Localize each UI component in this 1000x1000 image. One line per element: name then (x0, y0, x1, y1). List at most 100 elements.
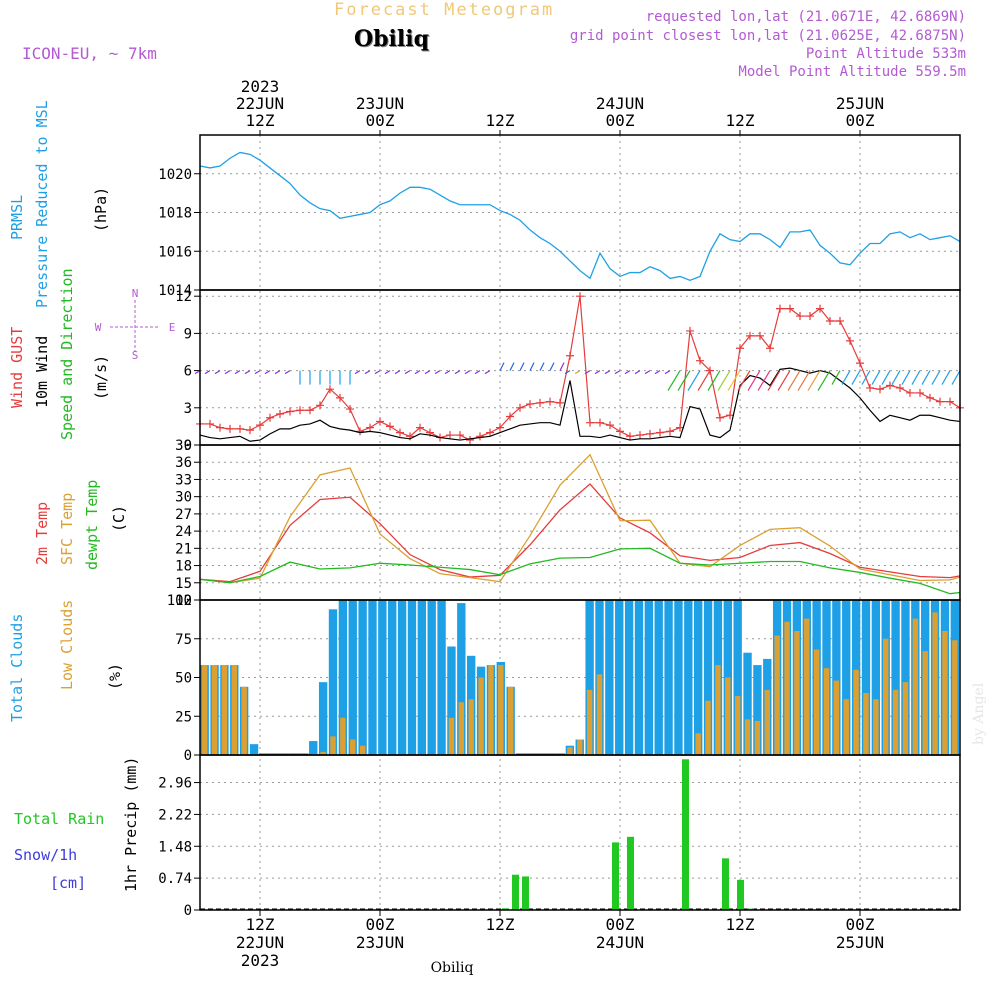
y-tick-label: 100 (167, 593, 192, 609)
wind-direction-arrow (727, 370, 741, 391)
compass-n-label: N (132, 287, 139, 300)
low-clouds-bar (734, 696, 741, 755)
x-tick-date-label: 22JUN (236, 933, 284, 952)
snow-units-label: [cm] (50, 874, 86, 892)
dewpt-temp-line (199, 547, 961, 595)
wind-speed-line (199, 367, 961, 442)
total-clouds-bar (684, 600, 693, 755)
low-clouds-bar (231, 665, 237, 755)
wind-gust-point (286, 407, 294, 416)
low-clouds-bar (892, 689, 899, 755)
total-clouds-bar (358, 600, 367, 755)
wind-gust-point (536, 398, 544, 407)
x-tick-date-label: 22JUN (236, 94, 284, 113)
wind-gust-point (276, 410, 284, 418)
wind-direction-arrow (851, 370, 861, 385)
panel-frame (199, 444, 961, 601)
wind-direction-arrow (624, 370, 631, 375)
total-clouds-bar (615, 600, 624, 755)
wind-direction-arrow (911, 370, 921, 385)
wind-gust-point (296, 406, 304, 415)
wind-gust-point (226, 424, 234, 433)
rain-legend-label: Total Rain (14, 810, 104, 828)
wind-direction-arrow (594, 370, 601, 375)
low-clouds-bar (715, 665, 721, 755)
y-tick-label: 21 (175, 541, 192, 557)
wind-direction-arrow (664, 370, 671, 375)
total-clouds-bar (674, 600, 683, 755)
compass-w-label: W (95, 321, 102, 334)
wind-direction-arrow (797, 370, 811, 391)
wind-direction-arrow (831, 370, 841, 385)
y-tick-label: 12 (175, 289, 192, 305)
low-clouds-bar (873, 699, 879, 755)
low-clouds-bar (902, 682, 909, 755)
wind-gust-point (616, 427, 624, 436)
wind-gust-point (896, 383, 904, 392)
wind-gust-point (486, 428, 494, 437)
wind-gust-point (936, 397, 944, 406)
wind-direction-arrow (284, 370, 291, 375)
total-clouds-bar (585, 600, 594, 755)
wind-direction-arrow (564, 370, 571, 375)
wind-gust-point (776, 304, 784, 313)
x-tick-date-label: 25JUN (836, 94, 884, 113)
wind-gust-point (866, 383, 874, 392)
total-clouds-bar (318, 682, 328, 755)
total-clouds-bar (901, 600, 910, 755)
low-clouds-bar (794, 631, 800, 755)
temp-2m-line (199, 483, 961, 583)
wind-direction-arrow (817, 370, 831, 391)
wind-gust-point (246, 426, 254, 435)
low-clouds-bar (468, 699, 474, 755)
y-tick-label: 0 (184, 903, 192, 919)
total-clouds-bar (624, 600, 634, 755)
total-clouds-bar (664, 600, 673, 755)
compass-e-label: E (169, 321, 176, 334)
low-clouds-bar (320, 751, 326, 755)
wind-direction-arrow (539, 362, 545, 371)
total-clouds-bar (378, 600, 387, 755)
total-clouds-bar (832, 600, 841, 755)
wind-direction-arrow (584, 370, 591, 375)
wind-gust-point (256, 421, 264, 430)
wind-direction-arrow (861, 370, 871, 385)
low-clouds-bar (211, 665, 218, 755)
wind-gust-point (556, 398, 564, 407)
low-clouds-bar (784, 621, 790, 755)
wind-direction-arrow (394, 370, 401, 375)
low-clouds-bar (883, 638, 889, 755)
wind-gust-point (236, 424, 244, 433)
low-clouds-bar (350, 739, 356, 755)
wind-gust-point (646, 429, 654, 438)
low-clouds-bar (577, 739, 583, 755)
total-clouds-bar (348, 600, 357, 755)
y-tick-label: 30 (175, 490, 192, 506)
wind-direction-arrow (634, 370, 641, 375)
wind-units-label: (m/s) (92, 355, 110, 400)
wind-direction-arrow (264, 370, 271, 375)
wind-direction-arrow (214, 370, 221, 375)
total-clouds-bar (309, 741, 318, 755)
wind-direction-arrow (574, 370, 581, 375)
total-clouds-bar (654, 600, 663, 755)
wind-direction-arrow (644, 370, 651, 375)
pressure-units-label: (hPa) (92, 187, 110, 232)
y-tick-label: 1018 (158, 206, 192, 222)
precip-ylabel: 1hr Precip (mm) (122, 757, 140, 892)
pressure-ylabel-2: Pressure Reduced to MSL (33, 100, 51, 308)
low-clouds-bar (695, 733, 701, 755)
wind-direction-arrow (509, 362, 515, 371)
wind-direction-arrow (787, 370, 801, 391)
rain-bar (612, 842, 619, 910)
temp-units-label: (C) (110, 505, 128, 532)
wind-direction-arrow (499, 362, 505, 371)
wind-gust-point (666, 427, 674, 436)
wind-gust-point (796, 312, 804, 321)
y-tick-label: 9 (184, 326, 192, 342)
dewpt-temp-ylabel: dewpt Temp (83, 480, 101, 570)
rain-bar (722, 858, 729, 910)
low-clouds-bar (744, 719, 751, 755)
wind-gust-point (216, 423, 224, 432)
